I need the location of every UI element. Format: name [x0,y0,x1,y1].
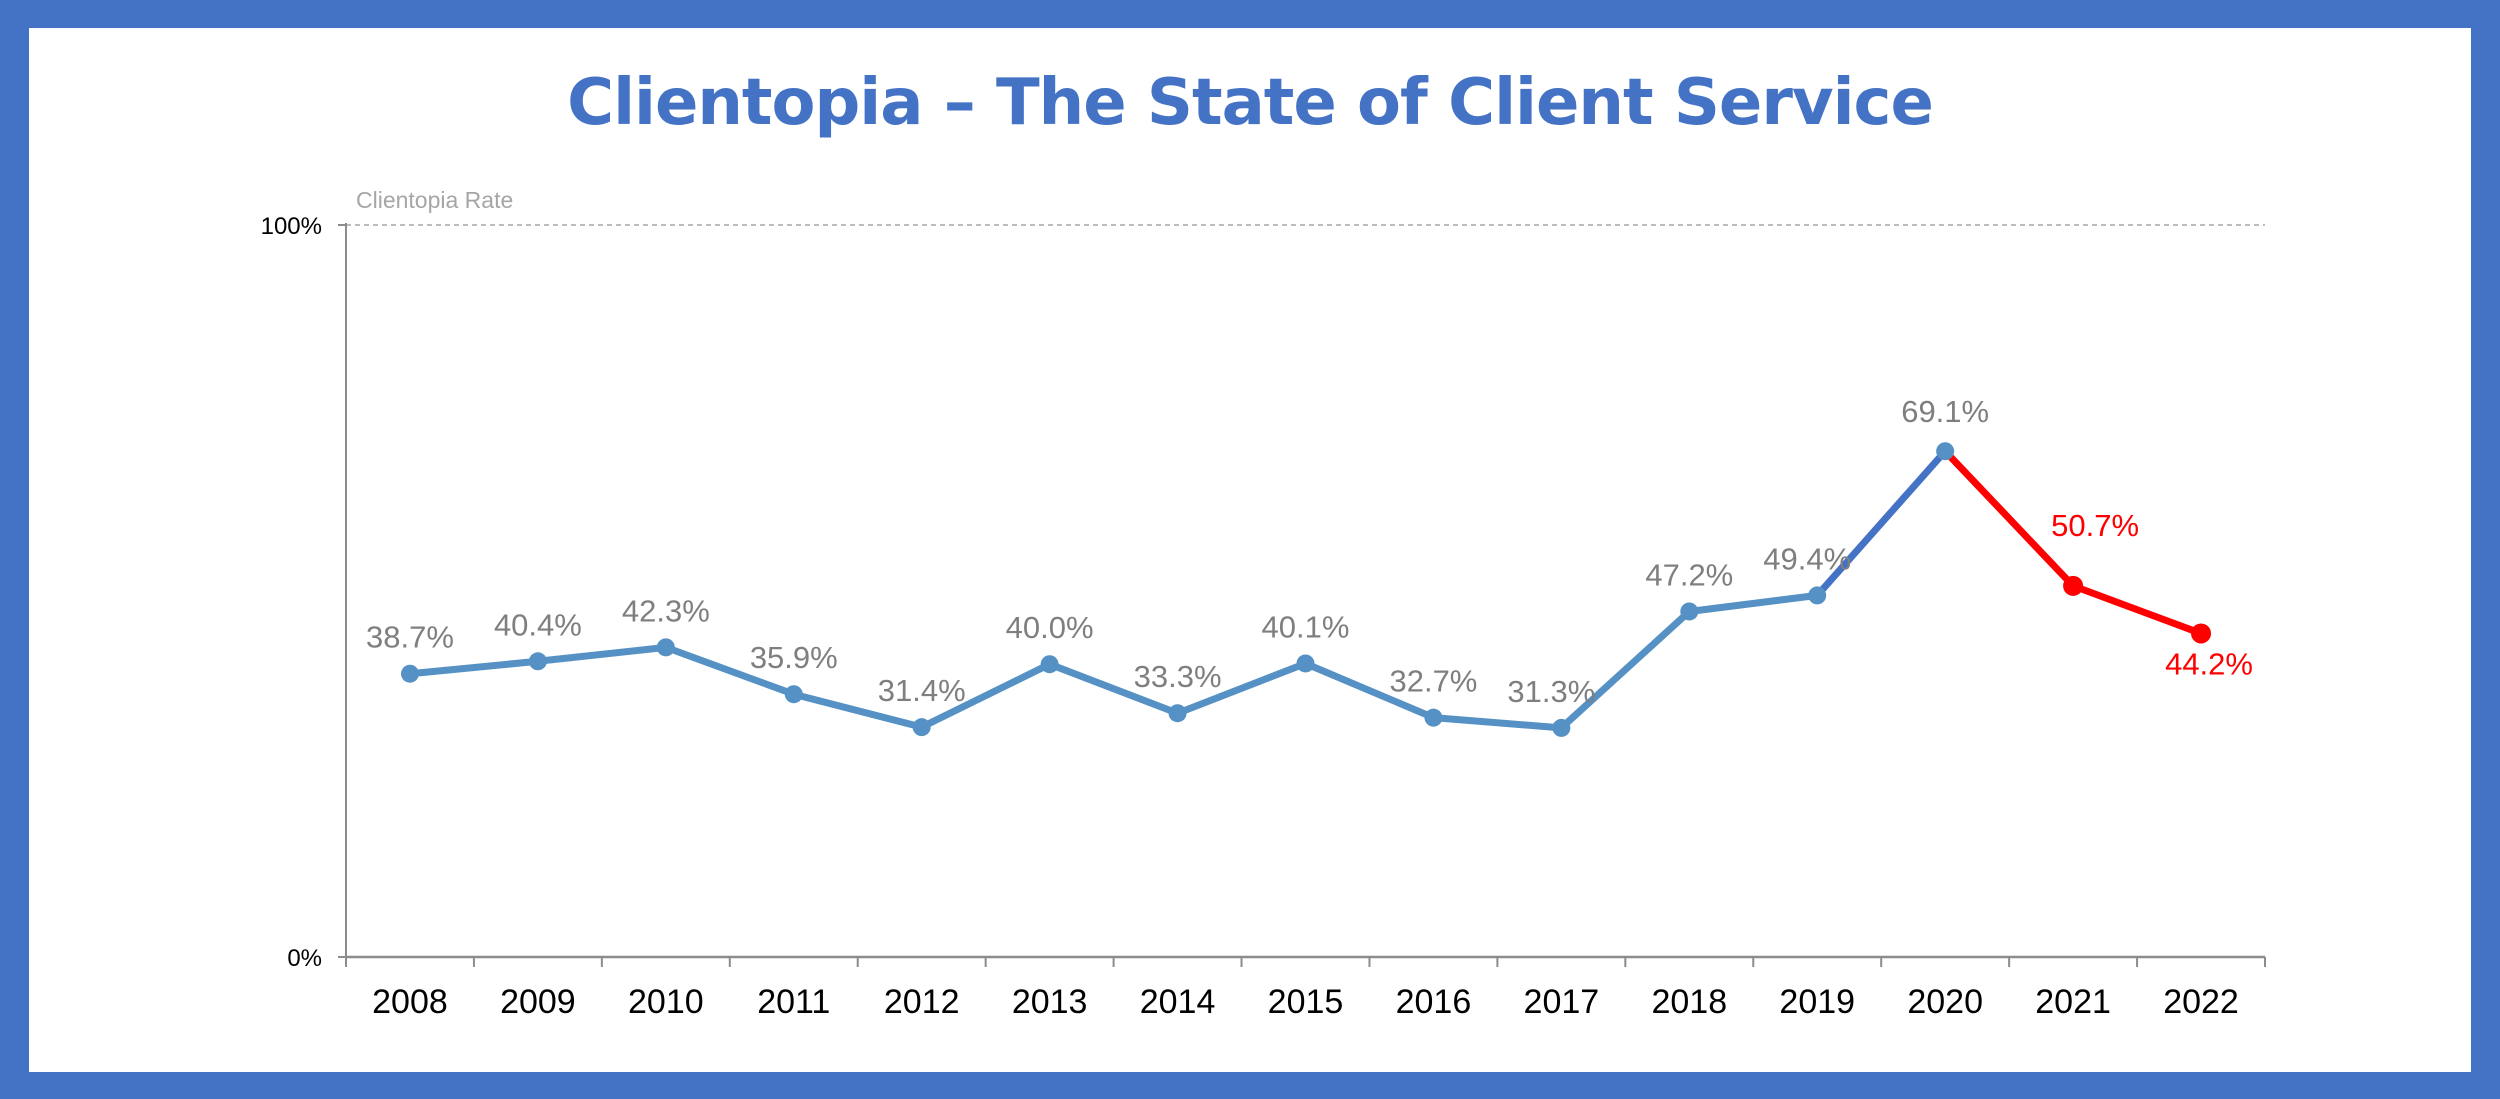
chart-panel: Clientopia – The State of Client Service… [29,28,2471,1072]
line-segment [790,690,926,731]
series-points [400,442,2212,737]
data-point [2191,623,2212,644]
data-label: 31.4% [878,673,966,708]
x-tick-label: 2008 [372,983,448,1021]
data-label: 50.7% [2051,508,2139,543]
data-label: 42.3% [622,593,710,628]
data-point [1168,704,1187,723]
data-point [400,664,419,683]
data-point [784,685,803,704]
y-tick-label: 0% [287,945,322,972]
data-point [2063,575,2084,596]
data-point [1040,655,1059,674]
data-label: 38.7% [366,620,454,655]
data-labels: 38.7% 40.4% 42.3% 35.9% 31.4% 40.0% 33.3% 40.1%… [366,394,2253,709]
data-label: 35.9% [750,640,838,675]
data-point [1552,718,1571,737]
line-segment [2069,582,2205,637]
x-tick-label: 2010 [628,983,704,1021]
series-lines [406,447,2205,732]
line-segment [406,657,542,678]
line-segment [918,660,1054,731]
x-tick-label: 2019 [1779,983,1855,1021]
data-label: 40.1% [1262,609,1350,644]
data-point [1680,602,1699,621]
x-tick-label: 2011 [757,983,830,1021]
line-segment [1813,447,1949,599]
line-segment [1429,714,1565,732]
x-tick-label: 2021 [2035,983,2111,1021]
x-axis-ticks: 2008 2009 2010 2011 2012 2013 2014 2015 2016 2017… [345,957,2266,1021]
data-label: 69.1% [1901,394,1989,429]
data-point [656,638,675,657]
data-label: 33.3% [1134,659,1222,694]
data-label: 44.2% [2165,646,2253,681]
line-segment [1685,591,1821,615]
x-tick-label: 2018 [1651,983,1727,1021]
x-tick-label: 2012 [884,983,960,1021]
x-tick-label: 2020 [1907,983,1983,1021]
data-point [1936,442,1955,461]
data-point [1808,586,1827,605]
series-caption: Clientopia Rate [356,187,513,213]
line-segment [1046,660,1182,717]
x-tick-label: 2022 [2163,983,2239,1021]
y-axis-ticks: 0% 100% [261,213,346,972]
line-segment [1174,659,1309,717]
data-label: 31.3% [1507,674,1595,709]
axes [345,223,2265,959]
data-label: 49.4% [1763,541,1851,576]
line-segment [1302,659,1437,722]
data-label: 47.2% [1645,557,1733,592]
data-point [528,652,547,671]
data-point [1424,708,1443,727]
x-tick-label: 2016 [1396,983,1472,1021]
x-tick-label: 2009 [500,983,576,1021]
line-segment [534,643,670,665]
line-segment [1557,607,1693,732]
line-segment [1941,447,2077,590]
x-tick-label: 2017 [1524,983,1600,1021]
data-label: 40.4% [494,607,582,642]
data-label: 32.7% [1389,664,1477,699]
x-tick-label: 2014 [1140,983,1216,1021]
x-tick-label: 2013 [1012,983,1088,1021]
data-label: 40.0% [1006,610,1094,645]
y-tick-label: 100% [261,213,322,240]
x-tick-label: 2015 [1268,983,1344,1021]
data-point [1296,654,1315,673]
data-point [912,718,931,737]
line-segment [662,643,798,698]
chart-title: Clientopia – The State of Client Service [567,66,1934,140]
